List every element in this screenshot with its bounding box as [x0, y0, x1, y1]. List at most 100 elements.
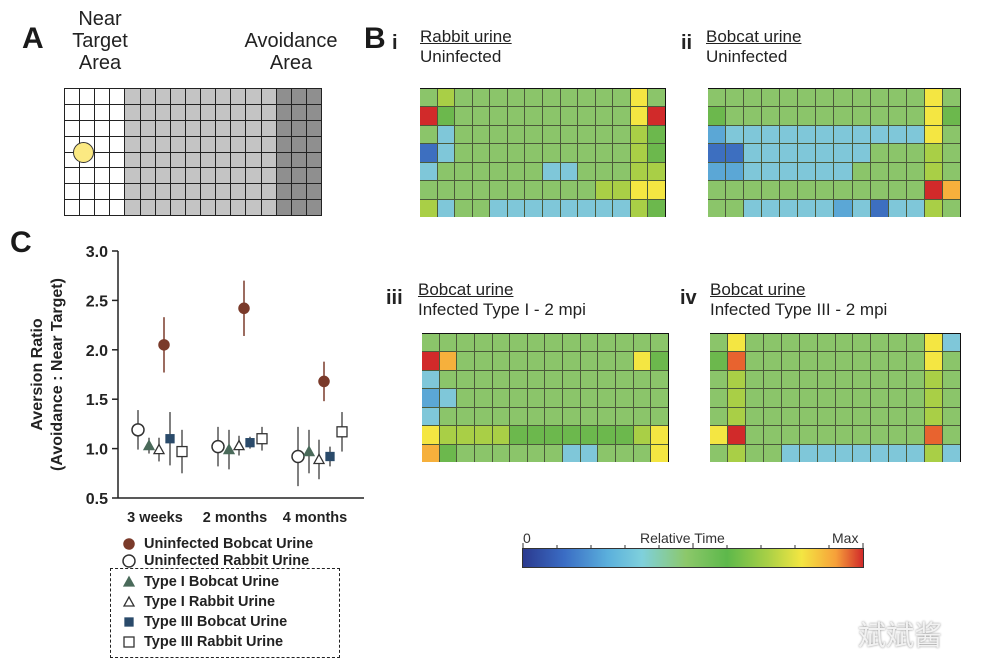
heatmap-cell — [906, 199, 924, 217]
heatmap-cell — [853, 352, 871, 370]
heatmap-cell — [560, 162, 578, 181]
arena-cell-avoid — [291, 136, 306, 152]
heatmap-cell — [648, 107, 665, 125]
heatmap-cell — [613, 162, 630, 181]
heatmap-cell — [648, 144, 665, 162]
heatmap-cell — [474, 352, 492, 370]
data-point — [325, 451, 335, 462]
data-point — [256, 433, 268, 445]
heatmap-cell — [616, 352, 633, 370]
heatmap-cell — [888, 89, 906, 107]
arena-cell-mid — [170, 120, 185, 136]
y-tick-label: 1.0 — [86, 442, 108, 459]
heatmap-cell — [816, 144, 834, 162]
arena-cell-avoid — [276, 120, 291, 136]
heatmap-cell — [633, 426, 651, 444]
heatmap-cell — [710, 444, 727, 462]
heatmap-cell — [907, 352, 925, 370]
heatmap-cell — [907, 426, 925, 444]
heatmap-cell — [457, 407, 474, 426]
heatmap-cell — [563, 334, 580, 352]
heatmap-cell — [870, 89, 888, 107]
heatmap-cell — [798, 125, 816, 144]
heatmap-cell — [472, 107, 490, 125]
arena-cell-mid — [185, 184, 201, 200]
arena-cell-mid — [185, 89, 201, 104]
heatmap-cell — [420, 181, 437, 199]
heatmap-cell — [437, 199, 455, 217]
avoid-label-line-2: Area — [269, 52, 313, 74]
arena-cell-avoid — [276, 89, 291, 104]
heatmap-cell — [798, 107, 816, 125]
legend-item: Type III Rabbit Urine — [120, 633, 283, 651]
colorbar-min-label: 0 — [523, 530, 531, 546]
arena-cell-near — [65, 184, 80, 200]
arena-cells — [65, 89, 321, 215]
heatmap-cell — [943, 389, 960, 407]
heatmap-cell — [507, 144, 525, 162]
arena-cell-mid — [246, 168, 261, 184]
map-iv-title-text: Bobcat urine — [710, 280, 806, 299]
heatmap-cell — [781, 370, 799, 389]
heatmap-cell — [763, 334, 781, 352]
arena-cell-mid — [140, 136, 155, 152]
near-label-line-3: Area — [78, 52, 122, 74]
heatmap-cell — [455, 107, 472, 125]
legend-item: Type III Bobcat Urine — [120, 613, 287, 631]
arena-cell-mid — [201, 120, 216, 136]
heatmap-cell — [906, 125, 924, 144]
heatmap-cell — [708, 125, 726, 144]
heatmap-cell — [437, 125, 455, 144]
arena-cell-mid — [231, 89, 246, 104]
heatmap-cell — [816, 199, 834, 217]
heatmap-cell — [472, 125, 490, 144]
heatmap-cell — [708, 144, 726, 162]
heatmap-cell — [889, 407, 907, 426]
heatmap-cell — [835, 370, 853, 389]
map-ii-subtitle: Uninfected — [706, 47, 788, 66]
heatmap-cell — [835, 407, 853, 426]
arena-cell-near — [110, 152, 125, 168]
arena-cell-mid — [125, 168, 140, 184]
heatmap-cell — [906, 162, 924, 181]
arena-cell-avoid — [291, 89, 306, 104]
heatmap-cell — [563, 407, 580, 426]
heatmap-cell — [817, 426, 835, 444]
heatmap-cell — [563, 389, 580, 407]
heatmap-cell — [542, 107, 560, 125]
heatmap-cell — [817, 352, 835, 370]
data-point — [152, 443, 166, 455]
heatmap-cell — [492, 444, 510, 462]
arena-cell-mid — [261, 168, 276, 184]
heatmap-cell — [527, 426, 545, 444]
heatmap-ii — [708, 88, 961, 217]
arena-cell-mid — [185, 136, 201, 152]
heatmap-cell — [439, 370, 457, 389]
arena-cell-mid — [261, 152, 276, 168]
heatmap-cell — [924, 162, 942, 181]
x-tick-label: 2 months — [203, 510, 267, 526]
heatmap-cell — [542, 162, 560, 181]
arena-cell-near — [80, 104, 95, 120]
heatmap-cell — [710, 389, 727, 407]
data-point — [291, 449, 305, 464]
heatmap-cell — [889, 426, 907, 444]
arena-cell-mid — [185, 104, 201, 120]
colorbar — [522, 548, 864, 568]
map-i-title: Rabbit urine Uninfected — [420, 27, 512, 67]
arena-cell-mid — [170, 104, 185, 120]
arena-cell-mid — [261, 104, 276, 120]
legend-label: Type III Rabbit Urine — [144, 634, 284, 650]
arena-cell-near — [65, 89, 80, 104]
heatmap-cell — [853, 444, 871, 462]
heatmap-iv — [710, 333, 961, 462]
heatmap-cell — [598, 334, 616, 352]
arena-cell-mid — [185, 120, 201, 136]
arena-cell-near — [95, 104, 110, 120]
arena-cell-mid — [231, 152, 246, 168]
data-point — [245, 438, 255, 448]
data-point — [165, 434, 175, 444]
heatmap-cell — [492, 370, 510, 389]
heatmap-cell — [871, 352, 889, 370]
arena-cell-near — [95, 168, 110, 184]
